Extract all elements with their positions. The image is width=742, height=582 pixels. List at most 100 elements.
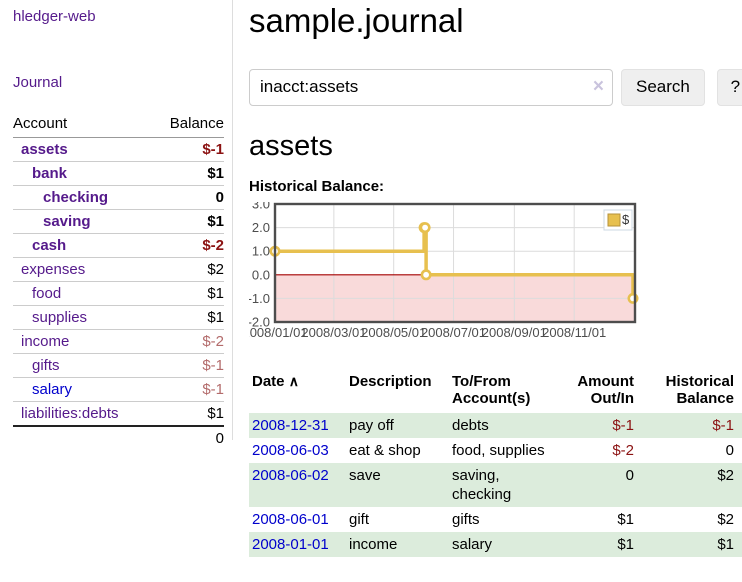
help-button[interactable]: ?: [716, 68, 742, 106]
register-header-date[interactable]: Date ∧: [252, 372, 299, 390]
transaction-date-link[interactable]: 2008-06-03: [252, 441, 329, 459]
register-accounts-cell: gifts: [452, 510, 480, 528]
accounts-table: Account Balance assets $-1 bank $1 checking 0…: [13, 113, 224, 450]
search-form: × Search ?: [249, 68, 742, 106]
account-row: assets $-1: [13, 138, 224, 162]
app-title-link[interactable]: hledger-web: [13, 8, 96, 25]
page: hledger-web Journal Account Balance asse…: [0, 0, 742, 557]
account-row: supplies $1: [13, 305, 224, 330]
register-amount-cell: $1: [617, 510, 634, 528]
sidebar-account-link-bank[interactable]: bank: [32, 165, 68, 182]
sidebar-account-link-income[interactable]: income: [21, 333, 70, 350]
sidebar-account-link-checking[interactable]: checking: [43, 189, 109, 206]
svg-text:1.0: 1.0: [252, 244, 270, 259]
register-accounts-cell: food, supplies: [452, 441, 545, 459]
chart-title: Historical Balance:: [249, 177, 385, 195]
account-row: cash $-2: [13, 233, 224, 258]
register-header-balance: Historical Balance: [665, 372, 734, 407]
accounts-total-balance: 0: [152, 425, 224, 450]
register-balance-cell: $-1: [712, 416, 734, 434]
register-row: 2008-06-02 save saving, checking 0 $2: [249, 462, 742, 507]
sidebar-account-link-salary[interactable]: salary: [32, 381, 73, 398]
accounts-header-balance: Balance: [152, 113, 224, 138]
journal-nav: Journal: [13, 74, 224, 91]
register-description-cell: gift: [349, 510, 370, 528]
register-row: 2008-01-01 income salary $1 $1: [249, 531, 742, 557]
account-row: saving $1: [13, 209, 224, 234]
app-title: hledger-web: [13, 8, 224, 25]
sidebar: hledger-web Journal Account Balance asse…: [0, 0, 233, 450]
register-balance-cell: $2: [717, 510, 734, 528]
account-row: liabilities:debts $1: [13, 401, 224, 426]
register-amount-cell: $-1: [612, 416, 634, 434]
sidebar-account-link-gifts[interactable]: gifts: [32, 357, 60, 374]
account-balance: $-1: [152, 353, 224, 378]
svg-text:-2.0: -2.0: [249, 314, 270, 329]
account-balance: $1: [152, 305, 224, 330]
register-description-cell: save: [349, 466, 381, 484]
transaction-date-link[interactable]: 2008-01-01: [252, 535, 329, 553]
sidebar-account-link-food[interactable]: food: [32, 285, 62, 302]
sidebar-item-journal[interactable]: Journal: [13, 74, 63, 91]
svg-text:2008/11/01: 2008/11/01: [542, 325, 606, 340]
clear-search-icon[interactable]: ×: [592, 75, 604, 97]
account-row: gifts $-1: [13, 353, 224, 378]
transaction-date-link[interactable]: 2008-06-01: [252, 510, 329, 528]
register-row: 2008-06-03 eat & shop food, supplies $-2 0: [249, 438, 742, 463]
register-table: Date ∧ Description To/From Account(s) Am…: [249, 371, 742, 557]
sidebar-account-link-liabilities-debts[interactable]: liabilities:debts: [21, 405, 119, 422]
accounts-total-spacer: [13, 425, 153, 450]
svg-text:2.0: 2.0: [252, 220, 270, 235]
transaction-date-link[interactable]: 2008-12-31: [252, 416, 329, 434]
sidebar-account-link-saving[interactable]: saving: [43, 213, 91, 230]
register-date-cell: 2008-01-01: [249, 532, 346, 557]
svg-text:2008/07/01: 2008/07/01: [421, 325, 486, 340]
account-balance: $1: [152, 401, 224, 426]
search-input[interactable]: [249, 68, 613, 106]
main-content: sample.journal × Search ? assets Histori…: [233, 0, 742, 557]
register-amount-cell: $1: [617, 535, 634, 553]
sort-ascending-icon[interactable]: ∧: [288, 372, 299, 389]
svg-text:3.0: 3.0: [252, 202, 270, 212]
account-name-cell: expenses: [13, 257, 153, 282]
svg-text:2008/05/01: 2008/05/01: [361, 325, 426, 340]
account-name-cell: assets: [13, 138, 152, 162]
account-balance: $-1: [152, 377, 224, 402]
register-description-cell: income: [349, 535, 398, 553]
register-header-description: Description: [349, 372, 432, 390]
account-row: salary $-1: [13, 377, 224, 402]
sidebar-account-link-assets[interactable]: assets: [21, 141, 68, 158]
register-amount-cell: 0: [625, 466, 634, 484]
search-button[interactable]: Search: [621, 68, 705, 106]
svg-text:2008/09/01: 2008/09/01: [482, 325, 547, 340]
account-row: food $1: [13, 281, 224, 306]
account-balance: $1: [152, 161, 224, 186]
register-row: 2008-06-01 gift gifts $1 $2: [249, 507, 742, 532]
sidebar-account-link-supplies[interactable]: supplies: [32, 309, 88, 326]
register-date-cell: 2008-06-01: [249, 507, 346, 532]
account-name-cell: checking: [13, 185, 153, 210]
transaction-date-link[interactable]: 2008-06-02: [252, 466, 329, 484]
register-balance-cell: 0: [725, 441, 734, 459]
account-name-cell: liabilities:debts: [13, 401, 153, 426]
account-balance: 0: [152, 185, 224, 210]
register-amount-cell: $-2: [612, 441, 634, 459]
account-name-cell: saving: [13, 209, 153, 234]
account-heading: assets: [249, 129, 333, 162]
register-date-cell: 2008-06-03: [249, 438, 346, 463]
account-name-cell: supplies: [13, 305, 153, 330]
sidebar-account-link-expenses[interactable]: expenses: [21, 261, 86, 278]
register-description-cell: pay off: [349, 416, 394, 434]
account-balance: $1: [152, 209, 224, 234]
account-balance: $2: [152, 257, 224, 282]
register-accounts-cell: saving, checking: [452, 466, 512, 503]
account-row: expenses $2: [13, 257, 224, 282]
account-balance: $1: [152, 281, 224, 306]
sidebar-account-link-cash[interactable]: cash: [32, 237, 67, 254]
account-row: checking 0: [13, 185, 224, 210]
accounts-header-account: Account: [13, 113, 153, 138]
register-accounts-cell: debts: [452, 416, 489, 434]
search-box: ×: [249, 68, 613, 106]
svg-text:2008/03/01: 2008/03/01: [301, 325, 366, 340]
svg-text:-1.0: -1.0: [249, 291, 270, 306]
